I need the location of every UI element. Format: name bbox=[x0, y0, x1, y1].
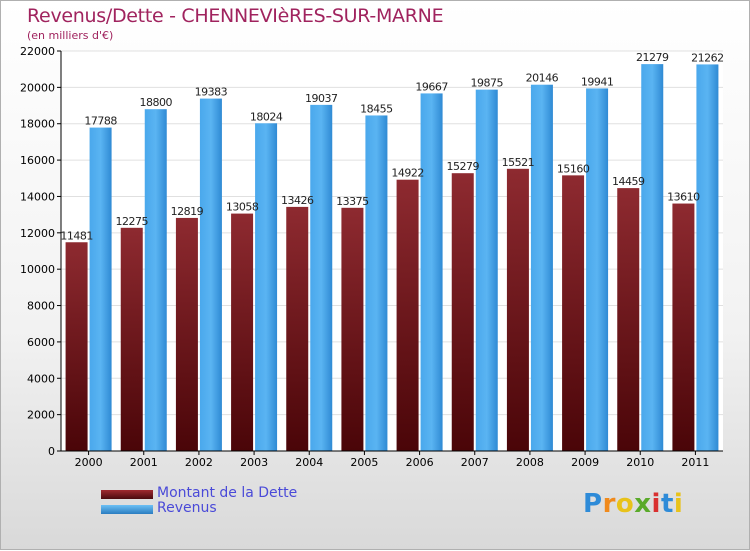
bar-revenue bbox=[586, 88, 609, 451]
data-label-revenue: 21279 bbox=[636, 51, 669, 64]
data-label-revenue: 20146 bbox=[526, 72, 559, 85]
data-label-debt: 13058 bbox=[226, 201, 259, 214]
data-label-revenue: 17788 bbox=[84, 115, 117, 128]
x-tick-label: 2000 bbox=[75, 456, 103, 469]
y-tick-label: 4000 bbox=[27, 372, 55, 385]
y-tick-label: 20000 bbox=[20, 81, 55, 94]
bar-debt bbox=[451, 173, 474, 451]
bar-revenue bbox=[696, 64, 719, 451]
data-label-revenue: 19383 bbox=[195, 86, 228, 99]
bar-debt bbox=[175, 217, 198, 451]
x-tick-label: 2002 bbox=[185, 456, 213, 469]
data-label-revenue: 18800 bbox=[140, 96, 173, 109]
legend-swatch-debt bbox=[101, 490, 153, 499]
chart-subtitle: (en milliers d'€) bbox=[27, 29, 114, 42]
bar-revenue bbox=[641, 64, 664, 451]
y-tick-label: 8000 bbox=[27, 300, 55, 313]
y-tick-label: 22000 bbox=[20, 45, 55, 58]
bar-revenue bbox=[199, 98, 222, 451]
data-label-debt: 13426 bbox=[281, 194, 314, 207]
y-tick-label: 14000 bbox=[20, 190, 55, 203]
bar-revenue bbox=[255, 123, 278, 452]
chart-title: Revenus/Dette - CHENNEVIèRES-SUR-MARNE bbox=[27, 5, 444, 27]
bar-debt bbox=[341, 207, 364, 451]
legend-label-revenue: Revenus bbox=[157, 500, 217, 516]
bar-debt bbox=[120, 227, 143, 451]
x-tick-label: 2001 bbox=[130, 456, 158, 469]
legend-swatch-revenue bbox=[101, 505, 153, 514]
bar-debt bbox=[231, 213, 254, 451]
y-tick-label: 18000 bbox=[20, 118, 55, 131]
data-label-debt: 11481 bbox=[60, 229, 93, 242]
data-label-revenue: 21262 bbox=[691, 51, 724, 64]
data-label-debt: 15160 bbox=[557, 162, 590, 175]
bar-debt bbox=[396, 179, 419, 451]
x-tick-label: 2008 bbox=[516, 456, 544, 469]
proxiti-logo: Proxiti bbox=[583, 489, 684, 519]
x-tick-label: 2007 bbox=[461, 456, 489, 469]
y-tick-label: 6000 bbox=[27, 336, 55, 349]
bar-revenue bbox=[420, 93, 443, 451]
x-tick-label: 2004 bbox=[295, 456, 323, 469]
x-tick-label: 2003 bbox=[240, 456, 268, 469]
y-tick-label: 2000 bbox=[27, 409, 55, 422]
data-label-debt: 13610 bbox=[667, 191, 700, 204]
data-label-revenue: 18024 bbox=[250, 110, 283, 123]
bar-revenue bbox=[144, 109, 167, 451]
y-tick-label: 12000 bbox=[20, 227, 55, 240]
data-label-revenue: 19037 bbox=[305, 92, 338, 105]
data-label-debt: 13375 bbox=[336, 195, 369, 208]
legend-label-debt: Montant de la Dette bbox=[157, 485, 298, 501]
x-tick-label: 2005 bbox=[350, 456, 378, 469]
bar-revenue bbox=[475, 89, 498, 452]
bar-revenue bbox=[530, 84, 553, 451]
x-tick-label: 2010 bbox=[626, 456, 654, 469]
data-label-debt: 14459 bbox=[612, 175, 645, 188]
bar-debt bbox=[65, 242, 88, 451]
bar-debt bbox=[506, 168, 529, 452]
bar-debt bbox=[672, 203, 695, 451]
data-label-debt: 15279 bbox=[447, 160, 480, 173]
y-tick-label: 16000 bbox=[20, 154, 55, 167]
data-label-debt: 14922 bbox=[391, 167, 424, 180]
data-label-revenue: 19875 bbox=[471, 77, 504, 90]
data-label-revenue: 19667 bbox=[415, 80, 448, 93]
bar-debt bbox=[562, 175, 585, 451]
x-tick-label: 2006 bbox=[406, 456, 434, 469]
data-label-debt: 12275 bbox=[116, 215, 149, 228]
data-label-revenue: 19941 bbox=[581, 75, 614, 88]
y-tick-label: 10000 bbox=[20, 263, 55, 276]
data-label-revenue: 18455 bbox=[360, 102, 393, 115]
y-tick-label: 0 bbox=[48, 445, 55, 458]
bar-revenue bbox=[365, 115, 388, 452]
bar-revenue bbox=[89, 127, 112, 451]
bar-revenue bbox=[310, 104, 333, 451]
x-tick-label: 2009 bbox=[571, 456, 599, 469]
data-label-debt: 15521 bbox=[502, 156, 535, 169]
bar-debt bbox=[286, 206, 309, 451]
bar-debt bbox=[617, 188, 640, 452]
x-tick-label: 2011 bbox=[681, 456, 709, 469]
data-label-debt: 12819 bbox=[171, 205, 204, 218]
plot-area bbox=[61, 51, 723, 451]
